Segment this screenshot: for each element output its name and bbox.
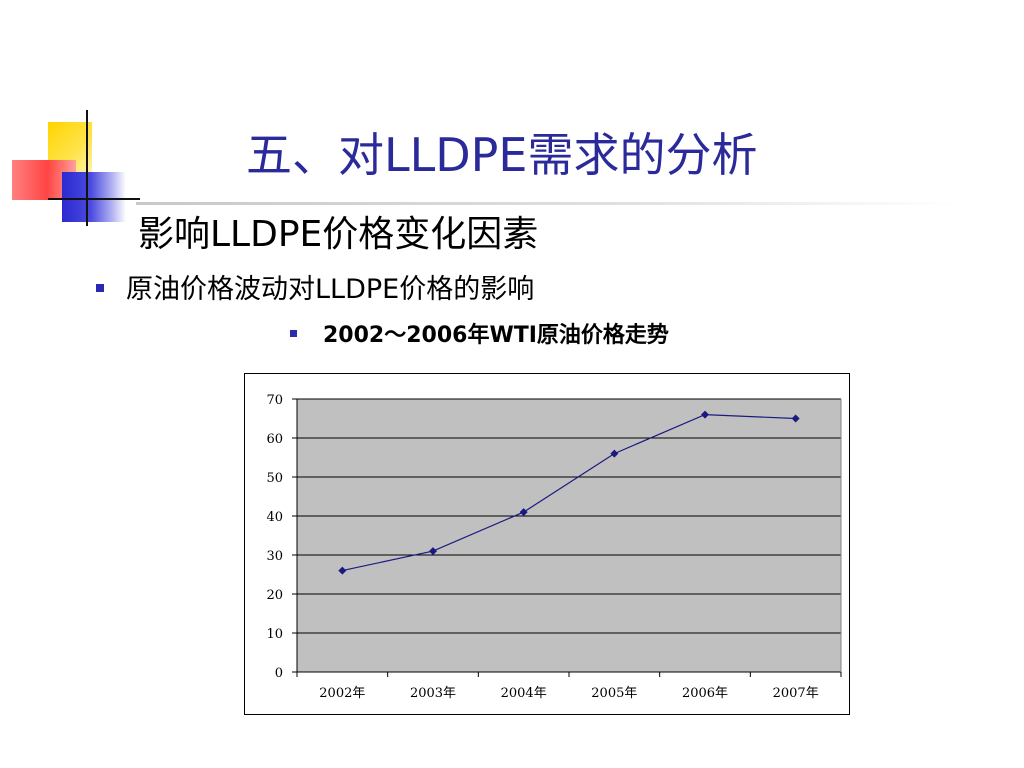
x-tick-label: 2006年 [682, 686, 728, 701]
bullet-item-2: 2002～2006年WTI原油价格走势 [290, 318, 669, 354]
y-tick-label: 0 [275, 666, 283, 681]
series-line [342, 413, 796, 572]
slide-title: 五、对LLDPE需求的分析 [246, 128, 758, 182]
square-bullet-icon [290, 329, 297, 337]
square-bullet-icon [96, 283, 104, 292]
data-point-marker [791, 414, 800, 423]
x-tick-label: 2004年 [501, 686, 547, 701]
data-point-marker [701, 410, 709, 419]
decorative-logo [0, 0, 160, 240]
data-point-marker [610, 449, 619, 458]
logo-vertical-line [86, 110, 88, 226]
logo-horizontal-line [48, 198, 140, 200]
y-tick-label: 40 [266, 510, 283, 525]
data-point-marker [519, 508, 528, 517]
bullet-item-2-text: 2002～2006年WTI原油价格走势 [323, 323, 669, 348]
data-point-marker [429, 547, 437, 556]
x-tick-label: 2002年 [319, 686, 365, 701]
y-tick-label: 20 [266, 588, 283, 603]
bullet-item-1: 原油价格波动对LLDPE价格的影响 [96, 270, 534, 310]
x-tick-label: 2007年 [773, 686, 819, 701]
y-tick-label: 60 [266, 432, 283, 447]
bullet-item-1-text: 原油价格波动对LLDPE价格的影响 [126, 274, 535, 305]
oil-price-chart: 0 10 20 30 40 50 60 70 2002年 2003年 2004年 2005年 2006年… [244, 373, 850, 715]
section-heading: 影响LLDPE价格变化因素 [138, 214, 539, 255]
y-tick-label: 30 [266, 549, 283, 564]
data-point-marker [338, 566, 347, 575]
chart-canvas: 0 10 20 30 40 50 60 70 2002年 2003年 2004年 2005年 2006年… [266, 393, 842, 701]
plot-area [297, 399, 841, 672]
y-tick-label: 10 [266, 627, 283, 642]
x-tick-label: 2005年 [591, 686, 637, 701]
title-divider [136, 202, 956, 205]
x-tick-label: 2003年 [410, 686, 456, 701]
y-tick-label: 70 [266, 393, 283, 408]
y-tick-label: 50 [266, 471, 283, 486]
logo-blue-square [62, 172, 126, 222]
